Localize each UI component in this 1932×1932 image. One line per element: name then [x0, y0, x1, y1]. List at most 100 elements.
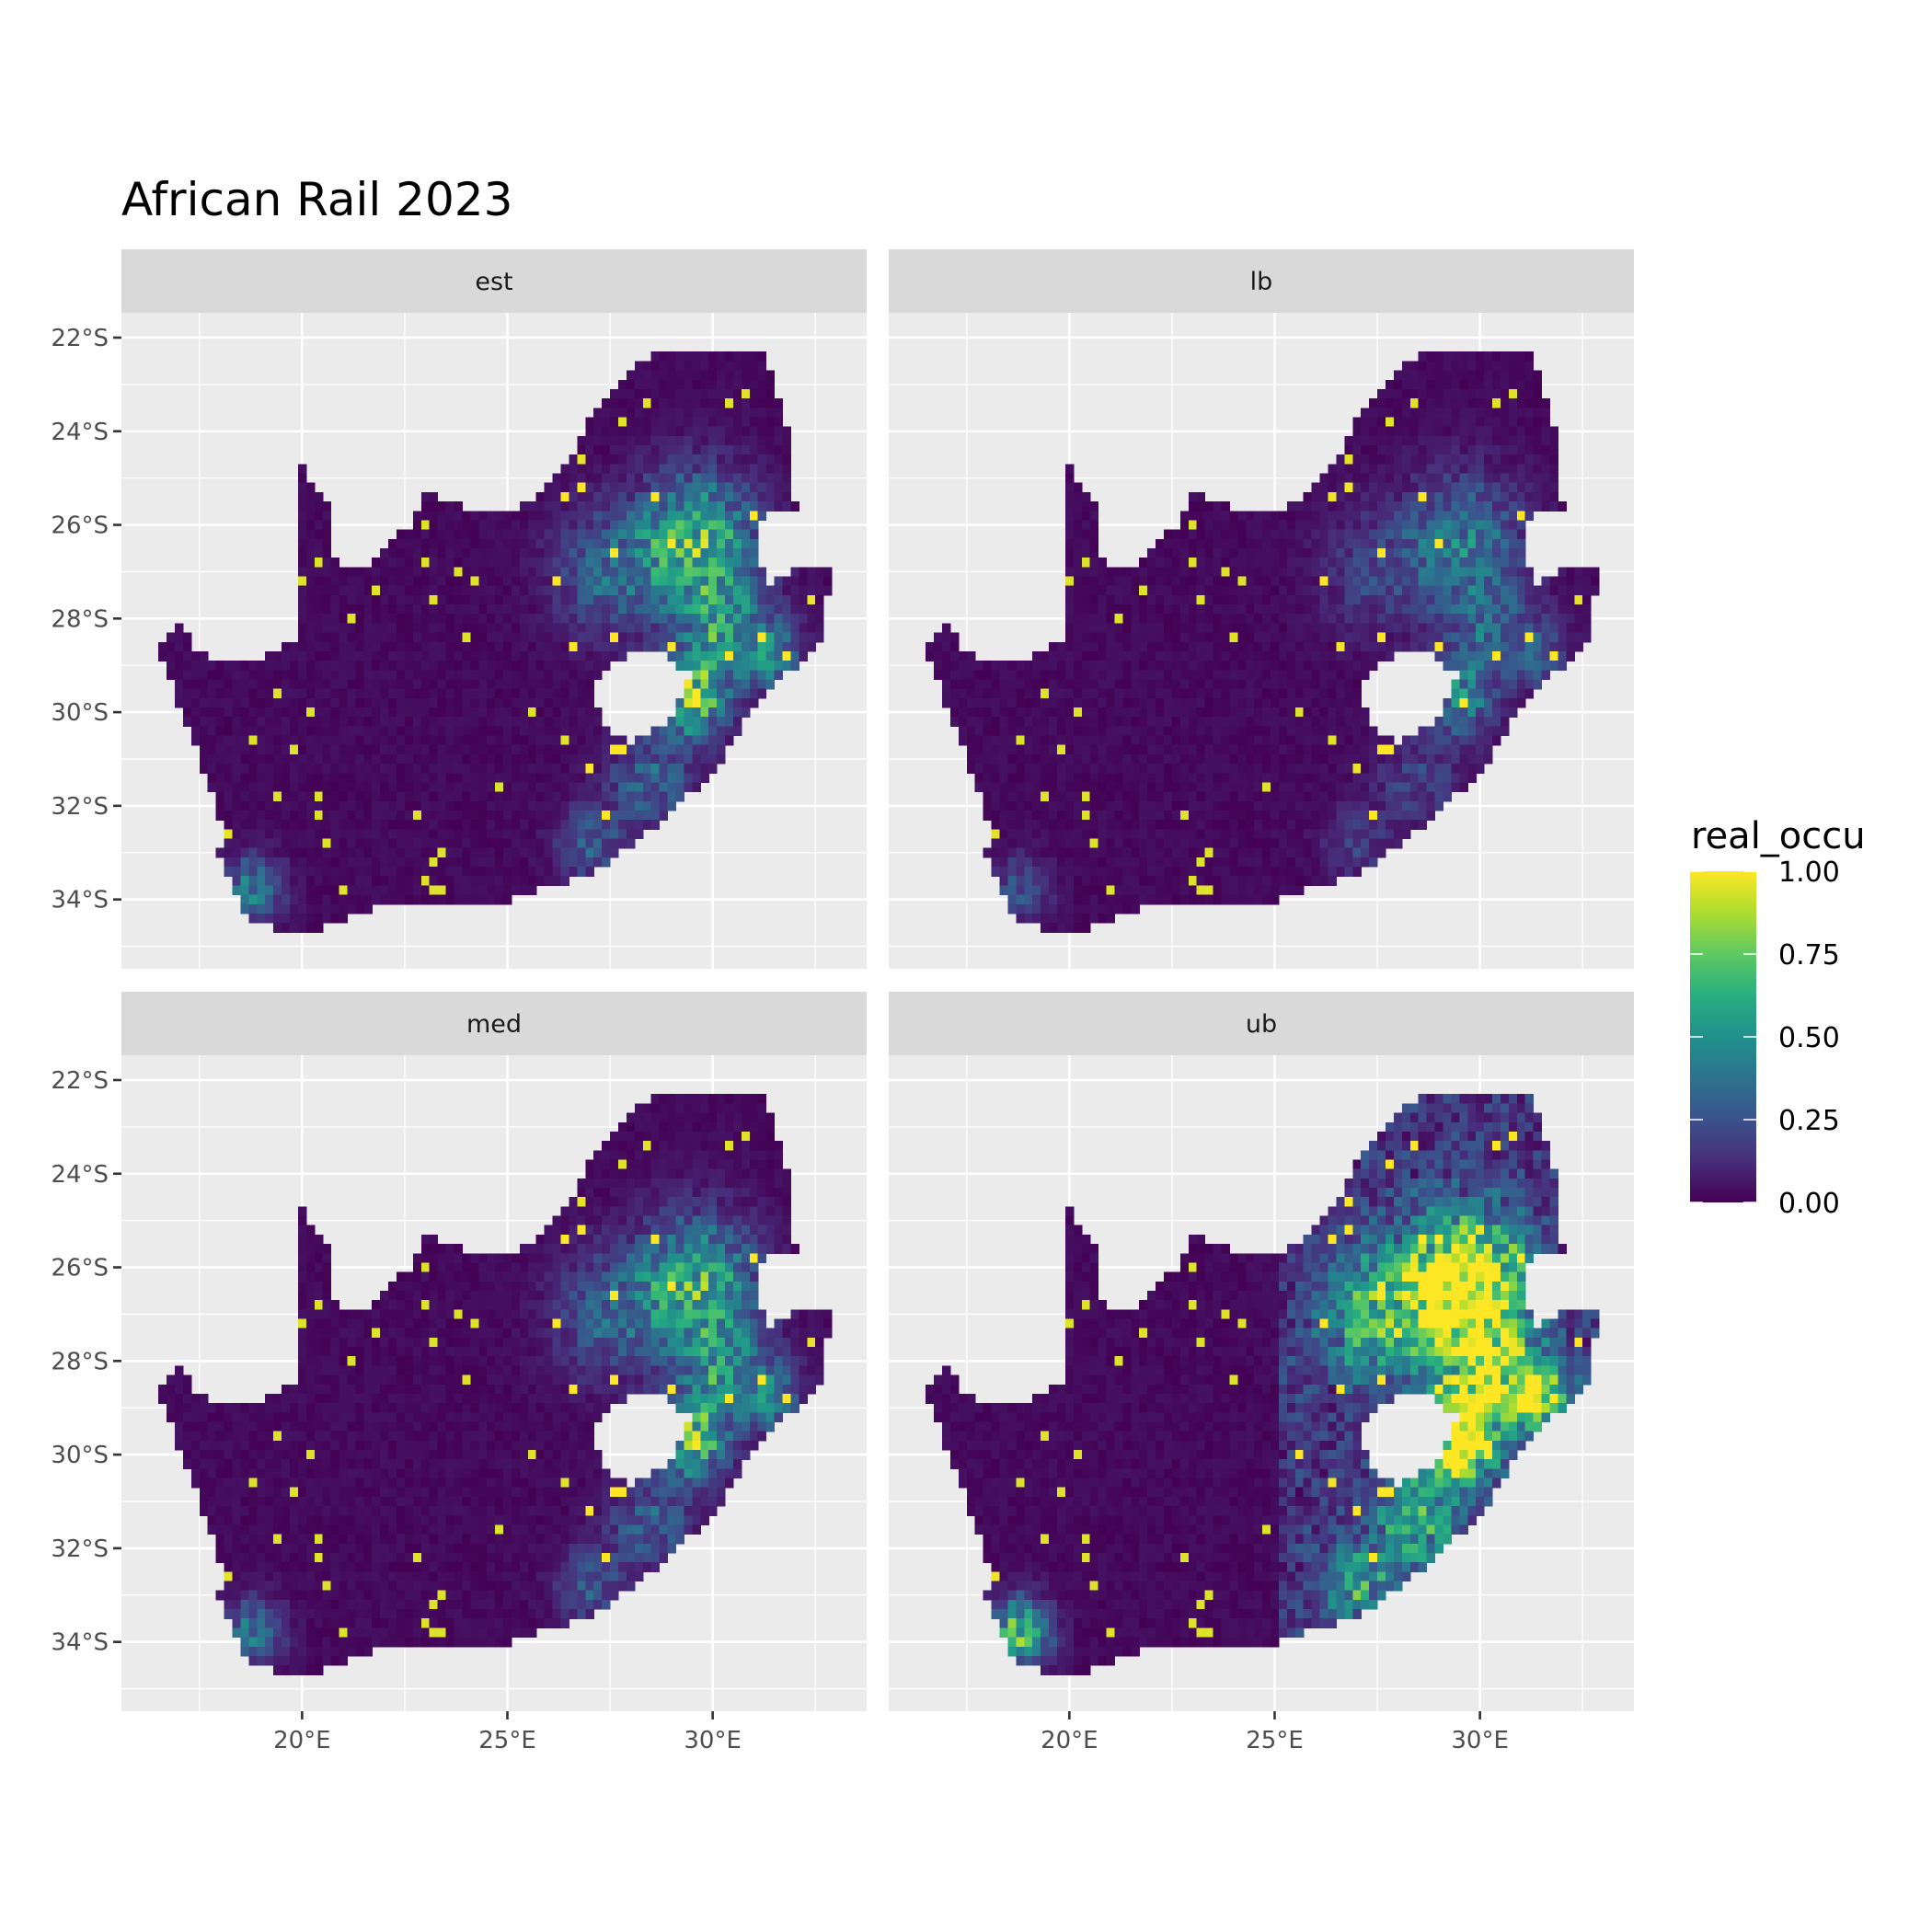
raster-cell [1254, 548, 1263, 558]
raster-cell [741, 417, 751, 428]
raster-cell [1369, 800, 1378, 811]
raster-cell [552, 501, 562, 512]
raster-cell [942, 679, 951, 690]
raster-cell [190, 697, 201, 708]
raster-cell [1319, 829, 1329, 840]
raster-cell [1106, 726, 1115, 737]
raster-cell [454, 661, 463, 671]
raster-cell [1024, 670, 1033, 681]
raster-cell [733, 435, 742, 446]
raster-cell [363, 614, 373, 624]
raster-cell [1147, 641, 1156, 652]
raster-cell [1139, 811, 1148, 821]
raster-cell [569, 744, 578, 755]
raster-cell [708, 491, 718, 502]
raster-cell [347, 614, 356, 624]
raster-cell [1254, 651, 1263, 661]
raster-cell [1049, 641, 1058, 652]
raster-cell [1311, 847, 1321, 858]
raster-cell [593, 847, 603, 858]
raster-cell [1393, 838, 1403, 849]
raster-cell [1262, 661, 1271, 671]
raster-cell [248, 838, 258, 849]
raster-cell [1229, 744, 1238, 755]
raster-cell [404, 791, 414, 802]
raster-cell [1049, 717, 1058, 727]
raster-cell [372, 594, 381, 605]
raster-cell [380, 838, 389, 849]
raster-cell [1311, 576, 1321, 587]
raster-cell [1352, 697, 1362, 708]
raster-cell [527, 773, 537, 784]
raster-cell [297, 604, 307, 615]
raster-cell [708, 408, 718, 419]
raster-cell [684, 585, 693, 596]
raster-cell [1221, 670, 1230, 681]
raster-cell [273, 697, 282, 708]
raster-cell [1114, 726, 1123, 737]
raster-cell [1271, 697, 1280, 708]
raster-cell [1204, 800, 1214, 811]
raster-cell [478, 717, 488, 727]
raster-cell [1344, 454, 1353, 465]
raster-cell [429, 820, 439, 830]
raster-cell [958, 651, 968, 661]
raster-cell [1352, 426, 1362, 437]
raster-cell [949, 679, 960, 690]
raster-cell [1098, 913, 1108, 924]
raster-cell [1271, 548, 1280, 558]
raster-cell [1171, 764, 1181, 774]
raster-cell [1254, 623, 1263, 634]
raster-cell [593, 782, 603, 793]
raster-cell [1064, 857, 1075, 868]
raster-cell [1049, 811, 1058, 821]
raster-cell [1016, 913, 1025, 924]
raster-cell [1089, 811, 1099, 821]
raster-cell [1122, 857, 1132, 868]
raster-cell [1254, 829, 1263, 840]
raster-cell [1041, 811, 1050, 821]
raster-cell [257, 697, 266, 708]
raster-cell [807, 632, 816, 643]
raster-cell [420, 651, 431, 661]
raster-cell [1016, 847, 1025, 858]
raster-cell [725, 445, 734, 455]
raster-cell [330, 661, 340, 671]
raster-cell [404, 857, 414, 868]
raster-cell [470, 867, 479, 877]
raster-cell [958, 670, 968, 681]
raster-cell [1032, 726, 1041, 737]
raster-cell [593, 417, 603, 428]
raster-cell [519, 867, 529, 877]
raster-cell [330, 913, 340, 924]
raster-cell [512, 885, 521, 896]
raster-cell [634, 511, 644, 522]
raster-cell [1262, 623, 1271, 634]
raster-cell [1114, 800, 1123, 811]
raster-cell [966, 697, 976, 708]
raster-cell [1188, 894, 1198, 905]
raster-cell [1401, 361, 1411, 372]
raster-cell [380, 614, 389, 624]
raster-cell [487, 707, 496, 718]
raster-cell [404, 632, 414, 643]
raster-cell [1106, 604, 1115, 615]
raster-cell [1041, 894, 1050, 905]
raster-cell [725, 670, 734, 681]
raster-cell [478, 661, 488, 671]
raster-cell [297, 838, 307, 849]
raster-cell [577, 753, 586, 765]
raster-cell [1377, 538, 1386, 549]
raster-cell [1361, 651, 1370, 661]
raster-cell [1229, 885, 1238, 896]
raster-cell [1171, 679, 1181, 690]
raster-cell [1262, 764, 1271, 774]
raster-cell [437, 744, 447, 755]
raster-cell [1286, 707, 1296, 718]
raster-cell [708, 764, 718, 774]
raster-cell [1007, 829, 1017, 840]
raster-cell [257, 670, 266, 681]
raster-cell [1188, 867, 1198, 877]
raster-cell [1254, 735, 1263, 746]
raster-cell [495, 753, 504, 765]
